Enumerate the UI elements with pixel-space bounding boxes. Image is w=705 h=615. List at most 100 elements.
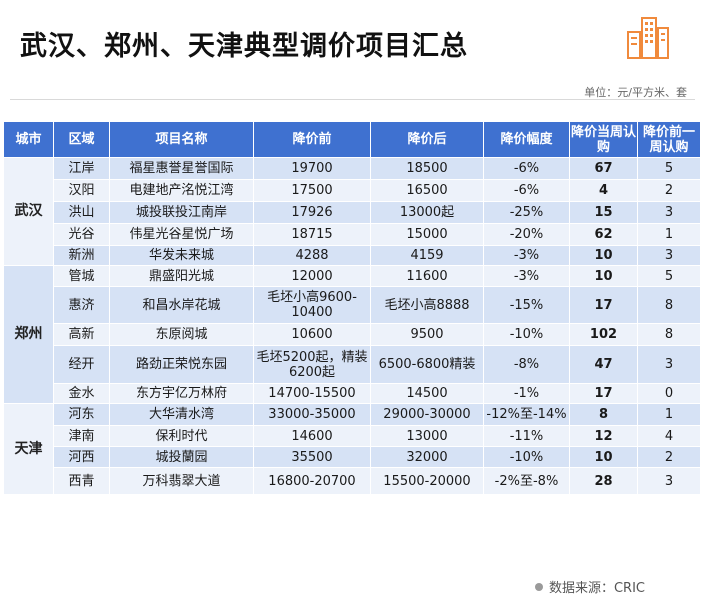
table-row: 新洲 华发未来城 4288 4159 -3% 10 3 xyxy=(4,245,701,266)
price-after-cell: 13000 xyxy=(370,425,484,447)
project-name-cell: 保利时代 xyxy=(109,425,254,447)
week-sales-cell: 8 xyxy=(569,403,638,426)
price-before-cell: 17926 xyxy=(253,201,371,224)
project-name-cell: 东原阅城 xyxy=(109,323,254,346)
prev-week-sales-cell: 8 xyxy=(637,286,701,324)
prev-week-sales-cell: 1 xyxy=(637,403,701,426)
price-after-cell: 29000-30000 xyxy=(370,403,484,426)
price-before-cell: 16800-20700 xyxy=(253,467,371,495)
column-header: 项目名称 xyxy=(109,121,254,158)
price-before-cell: 10600 xyxy=(253,323,371,346)
discount-cell: -3% xyxy=(483,265,570,287)
price-before-cell: 12000 xyxy=(253,265,371,287)
prev-week-sales-cell: 5 xyxy=(637,157,701,180)
project-name-cell: 东方宇亿万林府 xyxy=(109,383,254,404)
table-row: 天津 河东 大华清水湾 33000-35000 29000-30000 -12%至-14%… xyxy=(3,403,701,495)
price-before-cell: 4288 xyxy=(253,245,371,266)
price-after-cell: 32000 xyxy=(370,446,484,468)
project-name-cell: 路劲正荣悦东园 xyxy=(109,345,254,384)
district-cell: 江岸 xyxy=(53,157,110,180)
prev-week-sales-cell: 3 xyxy=(637,467,701,495)
discount-cell: -3% xyxy=(483,245,570,266)
prev-week-sales-cell: 2 xyxy=(637,179,701,202)
discount-cell: -10% xyxy=(483,323,570,346)
discount-cell: -25% xyxy=(483,201,570,224)
discount-cell: -20% xyxy=(483,223,570,246)
discount-cell: -6% xyxy=(483,179,570,202)
week-sales-cell: 67 xyxy=(569,157,638,180)
district-cell: 洪山 xyxy=(53,201,110,224)
column-header: 降价当周认购 xyxy=(569,121,638,158)
price-after-cell: 16500 xyxy=(370,179,484,202)
price-before-cell: 17500 xyxy=(253,179,371,202)
project-name-cell: 城投蘭园 xyxy=(109,446,254,468)
prev-week-sales-cell: 5 xyxy=(637,265,701,287)
week-sales-cell: 47 xyxy=(569,345,638,384)
price-after-cell: 15500-20000 xyxy=(370,467,484,495)
project-name-cell: 大华清水湾 xyxy=(109,403,254,426)
city-cell: 天津 xyxy=(3,403,54,495)
divider xyxy=(10,99,695,100)
price-before-cell: 毛坯小高9600-10400 xyxy=(253,286,371,324)
prev-week-sales-cell: 1 xyxy=(637,223,701,246)
column-header: 降价前 xyxy=(253,121,371,158)
week-sales-cell: 17 xyxy=(569,286,638,324)
table-row: 津南 保利时代 14600 13000 -11% 12 4 xyxy=(4,425,701,447)
table-header-row: 城市 区域 项目名称 降价前 降价后 降价幅度 降价当周认购 降价前一周认购 xyxy=(3,121,701,158)
week-sales-cell: 28 xyxy=(569,467,638,495)
project-name-cell: 福星惠誉星誉国际 xyxy=(109,157,254,180)
week-sales-cell: 10 xyxy=(569,245,638,266)
column-header: 降价后 xyxy=(370,121,484,158)
price-after-cell: 6500-6800精装 xyxy=(370,345,484,384)
column-header: 城市 xyxy=(3,121,54,158)
price-before-cell: 14700-15500 xyxy=(253,383,371,404)
table-row: 西青 万科翡翠大道 16800-20700 15500-20000 -2%至-8% 28 3 xyxy=(4,467,701,495)
district-cell: 汉阳 xyxy=(53,179,110,202)
project-name-cell: 伟星光谷星悦广场 xyxy=(109,223,254,246)
page-title: 武汉、郑州、天津典型调价项目汇总 xyxy=(20,31,468,62)
data-source: 数据来源：CRIC xyxy=(534,577,645,596)
week-sales-cell: 102 xyxy=(569,323,638,346)
price-after-cell: 4159 xyxy=(370,245,484,266)
table-row: 经开 路劲正荣悦东园 毛坯5200起，精装6200起 6500-6800精装 -8% 47… xyxy=(4,345,701,384)
district-cell: 高新 xyxy=(53,323,110,346)
district-cell: 管城 xyxy=(53,265,110,287)
prev-week-sales-cell: 3 xyxy=(637,245,701,266)
prev-week-sales-cell: 3 xyxy=(637,201,701,224)
price-after-cell: 11600 xyxy=(370,265,484,287)
source-text: 数据来源：CRIC xyxy=(548,581,645,596)
district-cell: 津南 xyxy=(53,425,110,447)
district-cell: 西青 xyxy=(53,467,110,495)
prev-week-sales-cell: 4 xyxy=(637,425,701,447)
price-before-cell: 14600 xyxy=(253,425,371,447)
discount-cell: -6% xyxy=(483,157,570,180)
bullet-icon xyxy=(534,583,543,591)
week-sales-cell: 62 xyxy=(569,223,638,246)
price-adjustment-table: 城市 区域 项目名称 降价前 降价后 降价幅度 降价当周认购 降价前一周认购 武汉 江岸 福星惠誉… xyxy=(3,121,701,495)
project-name-cell: 万科翡翠大道 xyxy=(109,467,254,495)
price-after-cell: 13000起 xyxy=(370,201,484,224)
project-name-cell: 城投联投江南岸 xyxy=(109,201,254,224)
district-cell: 经开 xyxy=(53,345,110,384)
table-row: 汉阳 电建地产洺悦江湾 17500 16500 -6% 4 2 xyxy=(4,179,701,202)
table-row: 光谷 伟星光谷星悦广场 18715 15000 -20% 62 1 xyxy=(4,223,701,246)
unit-note: 单位：元/平方米、套 xyxy=(584,86,687,99)
discount-cell: -8% xyxy=(483,345,570,384)
project-name-cell: 和昌水岸花城 xyxy=(109,286,254,324)
week-sales-cell: 12 xyxy=(569,425,638,447)
prev-week-sales-cell: 3 xyxy=(637,345,701,384)
city-cell: 武汉 xyxy=(3,157,54,266)
column-header: 区域 xyxy=(53,121,110,158)
price-after-cell: 18500 xyxy=(370,157,484,180)
discount-cell: -12%至-14% xyxy=(483,403,570,426)
district-cell: 河东 xyxy=(53,403,110,426)
prev-week-sales-cell: 8 xyxy=(637,323,701,346)
table-row: 郑州 管城 鼎盛阳光城 12000 11600 -3% 10 5 xyxy=(3,265,701,404)
column-header: 降价前一周认购 xyxy=(637,121,701,158)
project-name-cell: 鼎盛阳光城 xyxy=(109,265,254,287)
price-before-cell: 18715 xyxy=(253,223,371,246)
price-before-cell: 毛坯5200起，精装6200起 xyxy=(253,345,371,384)
week-sales-cell: 10 xyxy=(569,265,638,287)
price-after-cell: 9500 xyxy=(370,323,484,346)
discount-cell: -10% xyxy=(483,446,570,468)
